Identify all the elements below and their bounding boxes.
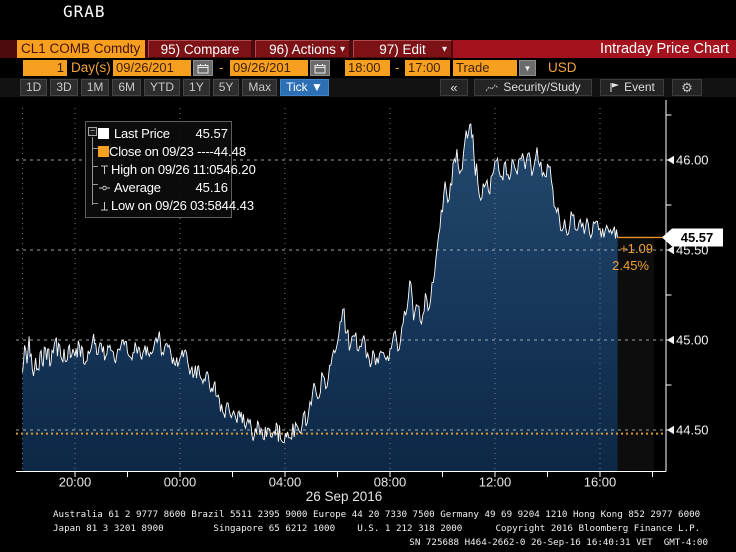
chevron-down-icon: ▾ [339,44,345,55]
range-tab-6m[interactable]: 6M [112,79,142,96]
y-axis-label-arrow-icon [667,245,674,255]
y-axis-label: 45.00 [676,333,709,348]
footer-contacts-line2: Japan 81 3 3201 8900 Singapore 65 6212 1… [53,523,701,534]
terminal-footer: Australia 61 2 9777 8600 Brazil 5511 239… [0,505,736,552]
actions-menu-button[interactable]: 96) Actions ▾ [255,40,350,58]
calendar-icon [197,63,209,73]
security-study-button[interactable]: Security/Study [474,79,592,96]
range-tab-bar: 1D 3D 1M 6M YTD 1Y 5Y Max Tick ▼ « Security/Stud… [0,78,736,97]
range-tab-5y[interactable]: 5Y [212,79,240,96]
app-title: GRAB [63,2,106,21]
event-label: Event [624,80,655,94]
period-unit-label: Day(s) [71,60,111,75]
legend-item-high: High on 09/26 11:05 46.20 [86,160,256,178]
compare-button[interactable]: 95) Compare [148,40,252,58]
date-from-input[interactable]: 09/26/201 [113,60,191,76]
legend-tree-line [92,137,93,205]
title-bar: GRAB [0,0,736,40]
range-tab-1d[interactable]: 1D [20,79,48,96]
y-axis-label-arrow-icon [667,335,674,345]
average-marker-icon [98,181,114,194]
area-fill [22,124,618,471]
date-range-separator: - [219,60,224,75]
range-tab-tick-active[interactable]: Tick ▼ [280,79,329,96]
edit-label: 97) Edit [379,41,426,57]
chart-axes: 20:00 00:00 04:00 08:00 12:00 16:0046.0045.50… [16,100,709,490]
last-price-swatch-icon [98,127,114,139]
collapse-panel-button[interactable]: « [440,79,468,96]
edit-menu-button[interactable]: 97) Edit ▾ [353,40,452,58]
x-axis-label: 20:00 [59,475,92,490]
chevron-down-icon: ▼ [523,63,532,73]
calendar-icon [314,63,326,73]
legend-item-close: Close on 09/23 ---- 44.48 [86,142,246,160]
page-title-strip: Intraday Price Chart [453,40,736,58]
range-tab-1y[interactable]: 1Y [183,79,210,96]
parameter-bar: 1 Day(s) 09/26/201 - 09/26/201 18:00 - 1… [0,58,736,78]
y-axis-label-arrow-icon [667,425,674,435]
calendar-to-button[interactable] [310,60,330,76]
date-to-input[interactable]: 09/26/201 [230,60,308,76]
y-axis-label: 46.00 [676,153,709,168]
security-ticker-field[interactable]: CL1 COMB Comdty [17,40,145,58]
legend-expander-icon[interactable]: − [88,127,97,136]
collapse-icon: « [450,80,458,95]
price-source-dropdown-button[interactable]: ▼ [519,60,536,76]
menu-bar: CL1 COMB Comdty 95) Compare 96) Actions ▾… [0,40,736,58]
x-axis-label: 00:00 [164,475,197,490]
page-title: Intraday Price Chart [600,41,729,57]
legend-item-last-price: Last Price 45.57 [86,124,228,142]
x-axis-label: 08:00 [374,475,407,490]
range-tab-max[interactable]: Max [242,79,278,96]
last-price-annotations: 45.57 +1.09 2.45% [612,228,723,273]
actions-label: 96) Actions [269,41,336,57]
chevron-down-icon: ▾ [441,44,447,55]
change-value: +1.09 [620,241,653,256]
currency-label: USD [548,60,577,75]
low-marker-icon [98,199,111,212]
calendar-from-button[interactable] [193,60,213,76]
x-axis-label: 16:00 [584,475,617,490]
footer-session-info: SN 725688 H464-2662-0 26-Sep-16 16:40:31… [409,537,708,548]
x-axis-label: 12:00 [479,475,512,490]
price-source-select[interactable]: Trade [453,60,517,76]
chart-legend[interactable]: − Last Price 45.57 Close on 09/23 ---- 4… [85,121,256,218]
time-from-input[interactable]: 18:00 [345,60,390,76]
price-line [22,123,619,444]
change-percent: 2.45% [612,258,649,273]
y-axis-label-arrow-icon [667,155,674,165]
study-chart-icon [485,83,499,91]
close-swatch-icon [98,145,109,157]
x-axis-label: 04:00 [269,475,302,490]
compare-label: 95) Compare [160,41,240,57]
security-study-label: Security/Study [503,80,581,94]
period-count-input[interactable]: 1 [23,60,67,76]
legend-item-average: Average 45.16 [86,178,228,196]
last-price-flag [662,228,723,247]
time-range-separator: - [395,60,400,75]
high-marker-icon [98,163,111,176]
range-tab-1m[interactable]: 1M [80,79,110,96]
x-axis-date-label: 26 Sep 2016 [306,489,383,504]
event-button[interactable]: Event [600,79,664,96]
price-tick-line [22,123,666,444]
range-tab-ytd[interactable]: YTD [144,79,181,96]
legend-item-low: Low on 09/26 03:58 44.43 [86,196,254,214]
footer-contacts-line1: Australia 61 2 9777 8600 Brazil 5511 239… [53,509,701,520]
last-price-flag-value: 45.57 [681,230,714,245]
settings-button[interactable]: ⚙ [672,79,702,96]
gear-icon: ⚙ [681,80,693,95]
flag-icon [610,83,620,92]
y-axis-label: 44.50 [676,423,709,438]
time-to-input[interactable]: 17:00 [405,60,450,76]
price-area-fill [22,124,618,471]
range-tab-3d[interactable]: 3D [50,79,78,96]
range-tabs: 1D 3D 1M 6M YTD 1Y 5Y Max Tick ▼ [20,79,329,96]
